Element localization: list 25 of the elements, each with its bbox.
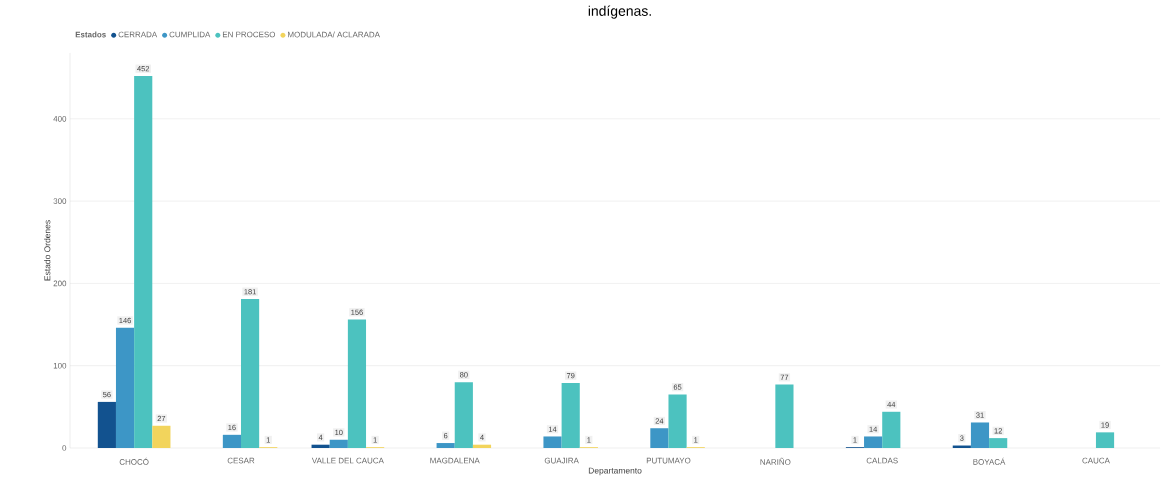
bar — [436, 443, 455, 448]
bar — [115, 327, 135, 448]
bar — [97, 401, 116, 448]
bar — [650, 428, 669, 448]
bar — [668, 394, 687, 448]
bar — [543, 436, 562, 448]
bar — [561, 382, 580, 448]
bar — [472, 444, 492, 448]
bar — [329, 439, 348, 448]
x-axis-title: Departamento — [588, 467, 642, 476]
y-axis-title: Estado Ordenes — [44, 220, 51, 281]
chart-title: indígenas. — [588, 5, 651, 19]
bar — [970, 422, 990, 448]
bar — [311, 444, 330, 448]
bar — [222, 434, 241, 448]
bar — [152, 425, 171, 448]
bar — [134, 76, 153, 448]
bar — [454, 382, 473, 448]
bar — [882, 411, 901, 448]
bar — [989, 438, 1008, 448]
bar — [864, 436, 883, 448]
bar — [241, 299, 260, 448]
bar — [347, 319, 367, 448]
bar — [1095, 432, 1115, 448]
bar — [775, 384, 794, 448]
